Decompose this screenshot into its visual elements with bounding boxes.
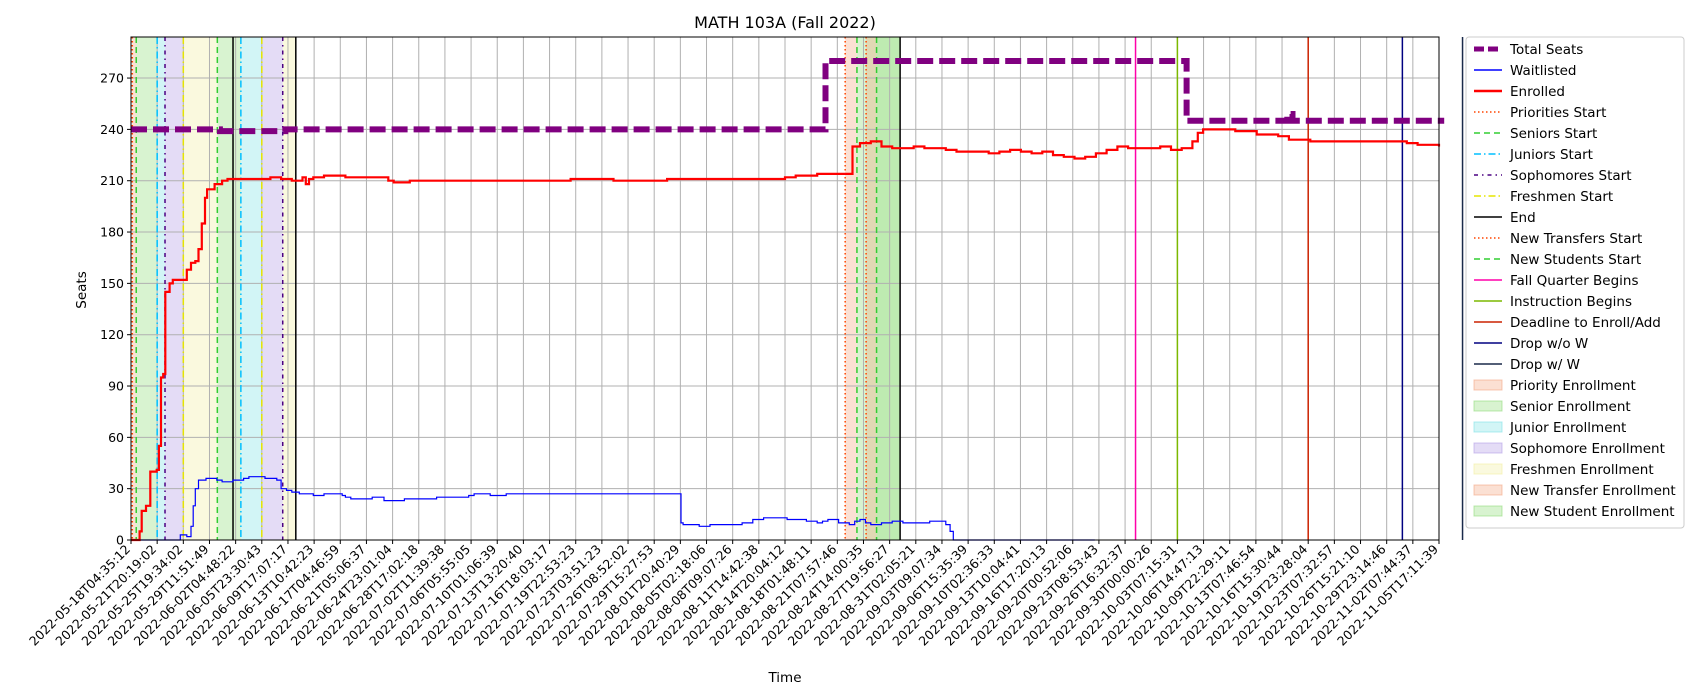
span-1-1 xyxy=(217,37,241,540)
legend-swatch xyxy=(1473,400,1503,412)
chart-title: MATH 103A (Fall 2022) xyxy=(694,13,876,32)
span-3-0 xyxy=(165,37,184,540)
span-1-2 xyxy=(856,37,901,540)
y-tick-label: 210 xyxy=(100,173,124,188)
legend-label: Priorities Start xyxy=(1510,105,1606,121)
x-axis-label: Time xyxy=(767,670,801,686)
legend-label: Waitlisted xyxy=(1510,63,1577,79)
legend-label: Senior Enrollment xyxy=(1510,399,1631,415)
span-0-0 xyxy=(132,37,137,540)
legend-label: Priority Enrollment xyxy=(1510,378,1636,394)
span-4-0 xyxy=(183,37,218,540)
legend-label: Juniors Start xyxy=(1509,147,1593,163)
series-line-1 xyxy=(131,476,1095,541)
legend-label: New Transfer Enrollment xyxy=(1510,483,1676,499)
y-tick-label: 60 xyxy=(108,430,124,445)
series-lines xyxy=(131,58,1445,542)
y-tick-label: 150 xyxy=(100,276,124,291)
legend-label: Seniors Start xyxy=(1510,126,1597,142)
series-line-2 xyxy=(131,128,1441,542)
legend-label: Junior Enrollment xyxy=(1509,420,1626,436)
legend-swatch xyxy=(1473,379,1503,391)
axes: 03060901201501802102402702022-05-18T04:3… xyxy=(26,36,1441,649)
y-tick-label: 270 xyxy=(100,71,124,86)
legend-label: Total Seats xyxy=(1509,42,1583,58)
grid xyxy=(130,37,1440,541)
legend-label: Drop w/o W xyxy=(1510,336,1588,352)
y-axis-label: Seats xyxy=(74,271,90,308)
legend-label: Drop w/ W xyxy=(1510,357,1580,373)
legend-swatch xyxy=(1473,505,1503,517)
legend: Total Seats Waitlisted Enrolled Priorities … xyxy=(1465,36,1685,529)
legend-label: Instruction Begins xyxy=(1510,294,1632,310)
span-6-0 xyxy=(876,37,901,540)
legend-label: Sophomore Enrollment xyxy=(1510,441,1665,457)
span-0-1 xyxy=(845,37,857,540)
legend-label: Freshmen Enrollment xyxy=(1510,462,1654,478)
legend-label: New Transfers Start xyxy=(1510,231,1642,247)
legend-swatch xyxy=(1473,484,1503,496)
event-lines xyxy=(131,37,1464,540)
legend-label: End xyxy=(1510,210,1536,226)
span-2-1 xyxy=(240,37,262,540)
series-line-0 xyxy=(131,58,1445,135)
enrollment-spans xyxy=(132,37,901,540)
legend-label: Sophomores Start xyxy=(1510,168,1632,184)
span-3-1 xyxy=(261,37,283,540)
legend-label: Fall Quarter Begins xyxy=(1510,273,1639,289)
legend-label: Freshmen Start xyxy=(1510,189,1613,205)
y-tick-label: 30 xyxy=(108,481,124,496)
legend-swatch xyxy=(1473,442,1503,454)
legend-box xyxy=(1465,36,1685,529)
legend-swatch xyxy=(1473,463,1503,475)
legend-label: Deadline to Enroll/Add xyxy=(1510,315,1661,331)
legend-swatch xyxy=(1473,421,1503,433)
legend-label: New Student Enrollment xyxy=(1510,504,1675,520)
y-tick-label: 0 xyxy=(116,533,124,548)
y-tick-label: 240 xyxy=(100,122,124,137)
y-tick-label: 90 xyxy=(108,379,124,394)
span-1-0 xyxy=(136,37,158,540)
span-4-1 xyxy=(282,37,296,540)
y-tick-label: 120 xyxy=(100,327,124,342)
span-5-0 xyxy=(866,37,877,540)
span-2-0 xyxy=(157,37,166,540)
legend-label: Enrolled xyxy=(1510,84,1565,100)
y-tick-label: 180 xyxy=(100,225,124,240)
legend-label: New Students Start xyxy=(1510,252,1641,268)
